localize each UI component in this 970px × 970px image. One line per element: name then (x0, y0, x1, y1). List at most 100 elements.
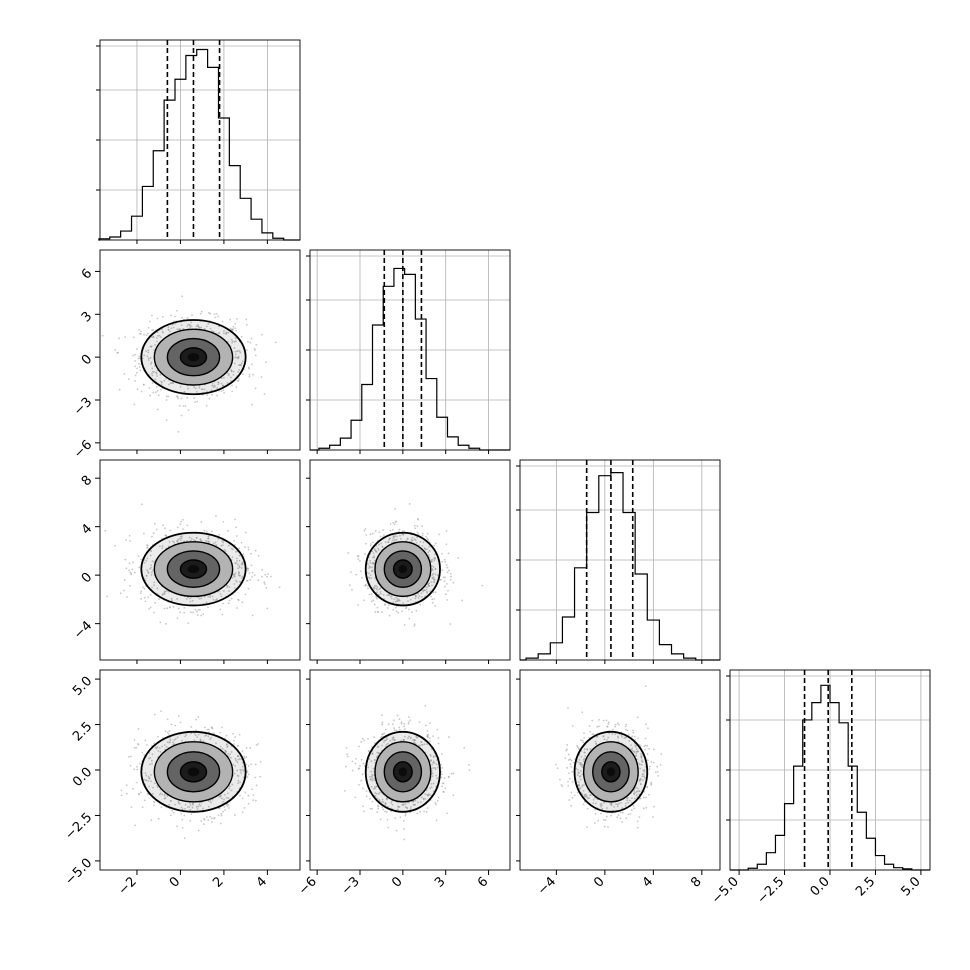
scatter-point (190, 611, 192, 614)
scatter-point (124, 336, 127, 338)
scatter-point (437, 796, 440, 799)
scatter-point (243, 757, 246, 759)
scatter-point (162, 524, 164, 527)
scatter-point (641, 779, 644, 781)
scatter-point (263, 393, 266, 396)
scatter-point (210, 801, 213, 804)
scatter-point (357, 604, 359, 606)
scatter-point (633, 807, 636, 810)
scatter-point (390, 801, 393, 804)
scatter-point (190, 726, 193, 728)
scatter-point (247, 587, 250, 590)
scatter-point (148, 777, 151, 780)
scatter-point (391, 539, 394, 542)
scatter-point (176, 540, 178, 543)
scatter-point (176, 328, 179, 331)
scatter-point (595, 802, 597, 805)
scatter-point (359, 570, 362, 573)
scatter-point (429, 759, 432, 762)
scatter-point (610, 814, 613, 817)
scatter-point (161, 330, 164, 333)
scatter-point (177, 397, 179, 400)
scatter-point (216, 387, 219, 389)
scatter-point (135, 348, 138, 351)
scatter-point (232, 573, 235, 576)
scatter-point (383, 732, 386, 735)
scatter-point (251, 614, 254, 617)
scatter-point (631, 747, 634, 749)
scatter-point (151, 560, 154, 563)
scatter-point (373, 779, 376, 782)
scatter-point (230, 368, 233, 371)
scatter-point (636, 716, 639, 719)
scatter-point (207, 322, 210, 325)
scatter-point (571, 724, 574, 727)
scatter-point (245, 349, 248, 352)
scatter-point (398, 726, 401, 729)
scatter-point (202, 823, 205, 826)
scatter-point (161, 793, 164, 796)
scatter-point (402, 738, 405, 741)
scatter-point (127, 755, 130, 758)
scatter-point (237, 567, 240, 570)
scatter-point (145, 774, 148, 777)
scatter-point (228, 807, 231, 809)
scatter-point (436, 574, 439, 577)
scatter-point (578, 758, 581, 761)
scatter-point (580, 785, 583, 788)
scatter-point (385, 811, 388, 813)
scatter-point (186, 325, 189, 328)
scatter-point (183, 837, 186, 840)
scatter-point (581, 711, 584, 714)
x-tick-label: 0 (167, 874, 183, 890)
scatter-point (194, 734, 197, 737)
scatter-point (440, 776, 443, 779)
scatter-point (369, 807, 372, 810)
scatter-point (634, 744, 637, 747)
scatter-point (606, 725, 609, 728)
scatter-point (382, 529, 384, 532)
scatter-point (222, 810, 224, 813)
scatter-point (398, 598, 401, 601)
scatter-point (350, 571, 352, 574)
scatter-point (233, 362, 236, 365)
scatter-point (137, 728, 140, 730)
scatter-point (151, 329, 153, 332)
scatter-point (434, 801, 437, 804)
scatter-point (597, 819, 600, 822)
scatter-point (164, 730, 167, 733)
scatter-point (444, 576, 446, 579)
scatter-point (427, 551, 430, 554)
scatter-point (380, 542, 383, 545)
scatter-point (114, 348, 117, 351)
scatter-point (435, 763, 438, 766)
scatter-point (154, 746, 157, 749)
scatter-point (556, 767, 559, 770)
scatter-point (241, 373, 244, 376)
scatter-point (163, 797, 166, 800)
scatter-point (195, 805, 198, 808)
scatter-point (431, 584, 433, 587)
scatter-point (640, 759, 643, 762)
scatter-point (369, 533, 372, 536)
scatter-point (570, 791, 573, 794)
scatter-point (147, 359, 150, 361)
scatter-point (370, 570, 373, 573)
scatter-point (627, 813, 630, 816)
scatter-point (355, 573, 358, 576)
scatter-point (430, 767, 433, 770)
scatter-point (240, 567, 243, 569)
scatter-point (576, 768, 579, 771)
scatter-point (560, 784, 563, 786)
scatter-point (184, 807, 186, 810)
scatter-point (393, 598, 396, 601)
scatter-point (199, 738, 202, 741)
scatter-point (156, 369, 159, 372)
scatter-point (198, 803, 201, 806)
scatter-point (636, 796, 638, 799)
scatter-point (170, 314, 172, 317)
scatter-point (134, 360, 137, 362)
y-tick-label: 2.5 (70, 719, 95, 744)
scatter-point (134, 374, 137, 377)
scatter-point (228, 785, 231, 788)
